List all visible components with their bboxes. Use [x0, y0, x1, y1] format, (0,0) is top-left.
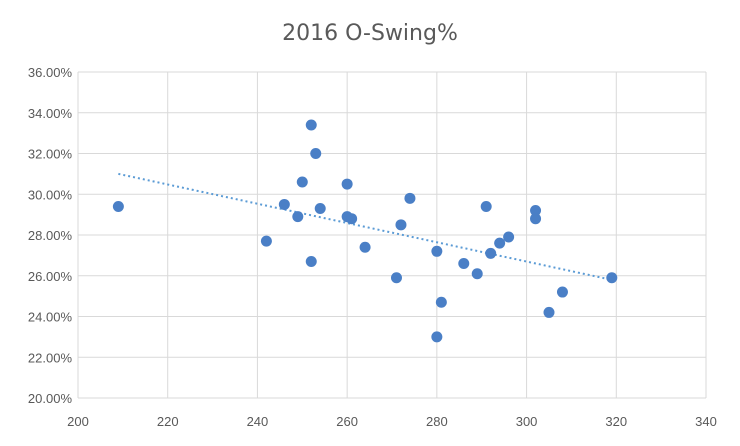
data-point: [435, 296, 447, 308]
x-tick-label: 340: [695, 414, 717, 429]
data-point: [341, 178, 353, 190]
y-tick-label: 20.00%: [28, 391, 73, 406]
data-point: [485, 247, 497, 259]
data-point: [314, 203, 326, 215]
y-tick-label: 24.00%: [28, 310, 73, 325]
y-tick-label: 36.00%: [28, 65, 73, 80]
data-point: [112, 200, 124, 212]
data-point: [278, 198, 290, 210]
data-point: [296, 176, 308, 188]
data-point: [305, 255, 317, 267]
y-tick-label: 30.00%: [28, 187, 73, 202]
y-tick-label: 34.00%: [28, 106, 73, 121]
data-point: [305, 119, 317, 131]
data-points: [112, 119, 618, 343]
data-point: [543, 306, 555, 318]
y-axis-tick-labels: 20.00% 22.00% 24.00% 26.00% 28.00% 30.00% 32.0…: [28, 65, 73, 406]
data-point: [431, 245, 443, 257]
data-point: [530, 205, 542, 217]
data-point: [310, 148, 322, 159]
data-point: [292, 211, 304, 223]
data-point: [606, 272, 618, 284]
y-tick-label: 22.00%: [28, 350, 73, 365]
data-point: [494, 237, 506, 249]
data-point: [458, 258, 470, 270]
x-tick-label: 200: [67, 414, 89, 429]
x-tick-label: 240: [247, 414, 269, 429]
data-point: [471, 268, 483, 280]
data-point: [395, 219, 407, 231]
data-point: [404, 192, 416, 204]
x-tick-label: 300: [516, 414, 538, 429]
data-point: [260, 235, 272, 247]
data-point: [556, 286, 568, 298]
gridlines: [77, 71, 707, 399]
data-point: [530, 213, 542, 225]
trendline: [118, 172, 613, 281]
data-point: [346, 213, 358, 225]
y-tick-label: 26.00%: [28, 269, 73, 284]
chart-title: 2016 O-Swing%: [282, 21, 458, 46]
data-point: [503, 231, 515, 243]
x-axis-tick-labels: 200 220 240 260 280 300 320 340: [67, 414, 717, 429]
data-point: [431, 331, 443, 343]
data-point: [480, 200, 492, 212]
data-point: [359, 241, 371, 253]
y-tick-label: 32.00%: [28, 147, 73, 162]
x-tick-label: 320: [605, 414, 627, 429]
x-tick-label: 260: [336, 414, 358, 429]
y-tick-label: 28.00%: [28, 228, 73, 243]
x-tick-label: 280: [426, 414, 448, 429]
x-tick-label: 220: [157, 414, 179, 429]
data-point: [390, 272, 402, 284]
